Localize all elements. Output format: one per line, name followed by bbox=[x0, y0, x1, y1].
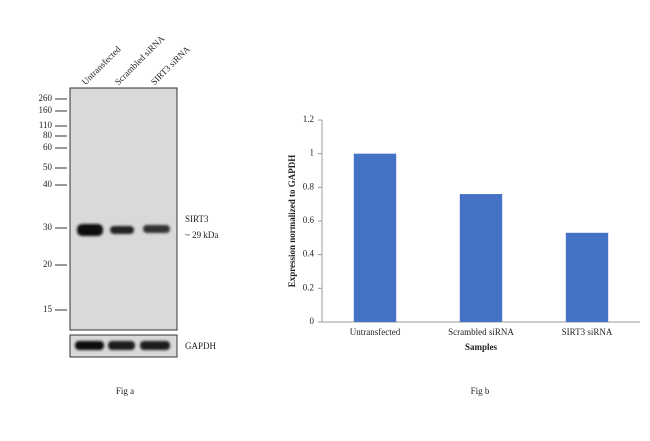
band bbox=[140, 341, 170, 350]
marker-label: 160 bbox=[39, 105, 53, 115]
marker-label: 60 bbox=[43, 142, 53, 152]
x-axis-label: Samples bbox=[465, 342, 498, 352]
band bbox=[143, 225, 170, 233]
x-tick-label: SIRT3 siRNA bbox=[562, 327, 613, 337]
y-tick-label: 1 bbox=[310, 148, 315, 158]
marker-label: 110 bbox=[39, 120, 53, 130]
x-tick-label: Untransfected bbox=[350, 327, 401, 337]
bar bbox=[459, 194, 503, 322]
y-tick-label: 0.6 bbox=[303, 215, 315, 225]
marker-label: 80 bbox=[43, 130, 53, 140]
y-tick-label: 1.2 bbox=[303, 114, 314, 124]
band bbox=[110, 226, 134, 234]
band bbox=[77, 224, 103, 236]
marker-label: 50 bbox=[43, 162, 53, 172]
caption: Fig b bbox=[471, 386, 490, 396]
bar bbox=[353, 153, 397, 322]
bands bbox=[75, 224, 170, 350]
x-tick-label: Scrambled siRNA bbox=[448, 327, 514, 337]
loading-control-label: GAPDH bbox=[185, 341, 217, 351]
caption: Fig a bbox=[116, 386, 134, 396]
marker-label: 20 bbox=[43, 259, 53, 269]
blot-membrane bbox=[69, 87, 178, 331]
marker-label: 40 bbox=[43, 179, 53, 189]
band-size: ~ 29 kDa bbox=[185, 230, 218, 240]
y-tick-label: 0.2 bbox=[303, 282, 314, 292]
y-tick-label: 0.4 bbox=[303, 249, 315, 259]
y-tick-label: 0.8 bbox=[303, 181, 315, 191]
bar bbox=[565, 232, 609, 322]
marker-label: 30 bbox=[43, 222, 53, 232]
marker-label: 260 bbox=[39, 93, 53, 103]
marker-label: 15 bbox=[43, 304, 53, 314]
band bbox=[108, 341, 135, 350]
band-label: SIRT3 bbox=[185, 214, 209, 224]
y-tick-label: 0 bbox=[310, 316, 315, 326]
band bbox=[75, 341, 104, 350]
y-axis-label: Expression normalized to GAPDH bbox=[287, 155, 297, 288]
